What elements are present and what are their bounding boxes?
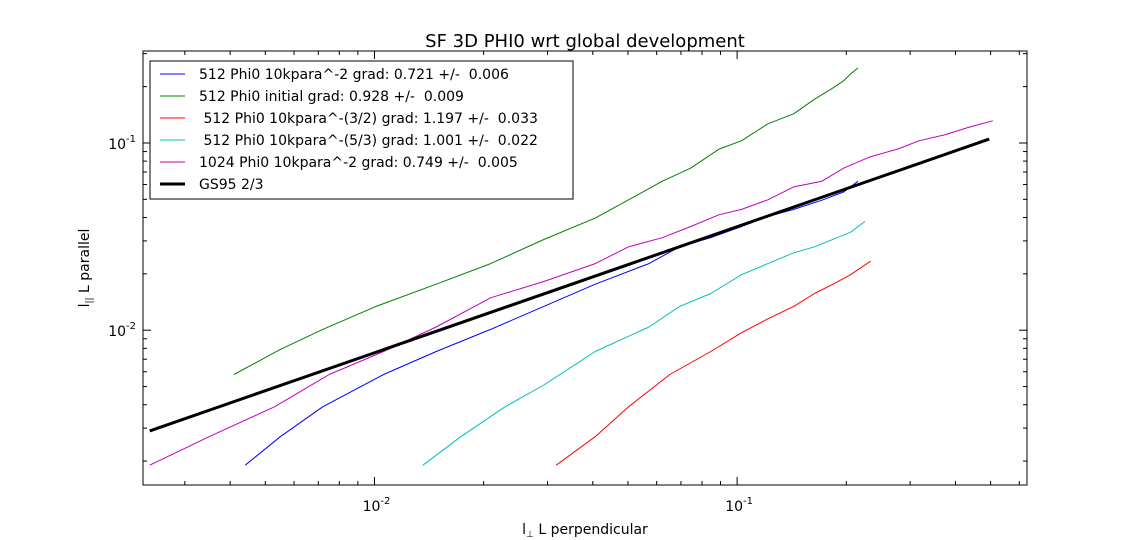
series-line-4: [422, 220, 866, 466]
chart-title: SF 3D PHI0 wrt global development: [425, 31, 745, 52]
series-layer: [149, 67, 993, 466]
plot-area: 10-2 10-1 10-2 10-1: [108, 50, 1028, 515]
series-line-2: [233, 67, 859, 375]
x-tick-label: 10-1: [725, 496, 753, 515]
x-tick-label: 10-2: [363, 496, 391, 515]
y-axis-label: l|| L parallel: [77, 229, 95, 308]
legend-box: [149, 60, 574, 200]
legend-label-3: 512 Phi0 10kpara^-(3/2) grad: 1.197 +/- …: [199, 111, 538, 127]
axes-frame: [142, 50, 1028, 486]
legend-label-4: 512 Phi0 10kpara^-(5/3) grad: 1.001 +/- …: [199, 133, 538, 149]
x-axis-label: l⊥ L perpendicular: [522, 522, 648, 540]
series-line-3: [555, 260, 871, 466]
legend: 512 Phi0 10kpara^-2 grad: 0.721 +/- 0.00…: [149, 60, 574, 200]
series-line-5: [149, 120, 993, 466]
legend-label-6: GS95 2/3: [199, 177, 264, 193]
series-line-1: [244, 180, 859, 466]
legend-label-1: 512 Phi0 10kpara^-2 grad: 0.721 +/- 0.00…: [199, 67, 509, 83]
tick-labels: 10-2 10-1 10-2 10-1: [108, 134, 753, 515]
y-tick-label: 10-1: [108, 134, 136, 153]
tick-marks: [143, 51, 1027, 485]
legend-label-2: 512 Phi0 initial grad: 0.928 +/- 0.009: [199, 89, 464, 105]
series-line-6: [149, 137, 990, 433]
y-tick-label: 10-2: [108, 321, 136, 340]
legend-label-5: 1024 Phi0 10kpara^-2 grad: 0.749 +/- 0.0…: [199, 155, 518, 171]
legend-entries: 512 Phi0 10kpara^-2 grad: 0.721 +/- 0.00…: [160, 67, 538, 193]
